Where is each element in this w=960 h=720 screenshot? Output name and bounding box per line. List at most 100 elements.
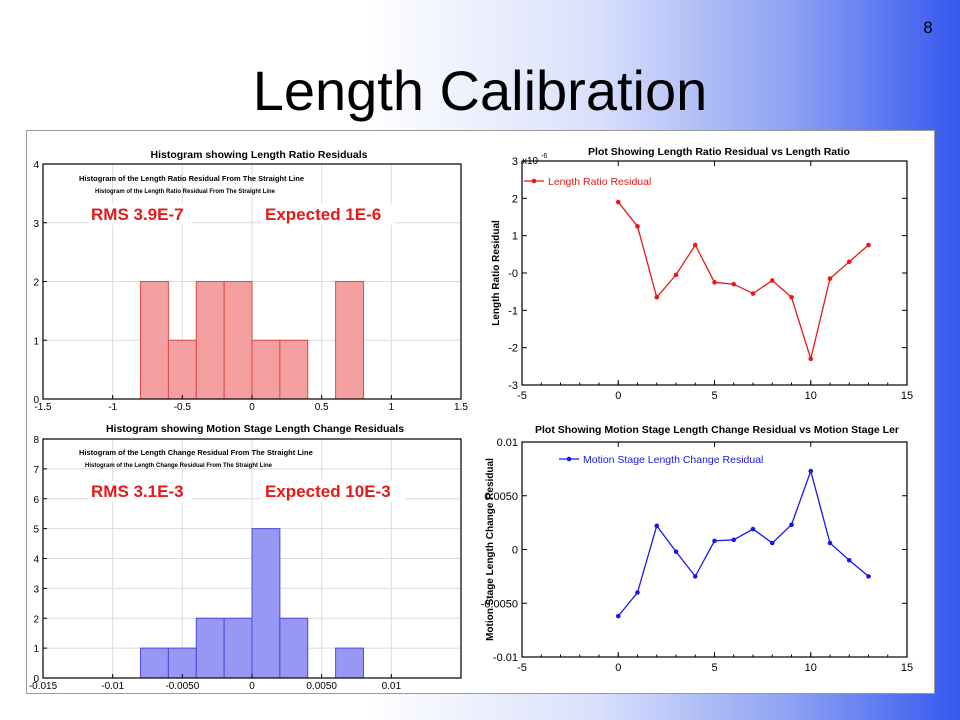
data-point: [654, 523, 660, 529]
data-point: [750, 291, 756, 296]
y-tick-label: 0: [512, 545, 518, 557]
y-tick-label: 3: [33, 584, 39, 595]
data-point: [769, 278, 775, 283]
data-point: [615, 199, 621, 205]
y-tick-label: 1: [512, 231, 518, 243]
data-point: [808, 356, 814, 362]
data-point: [673, 549, 679, 554]
x-tick-label: 0.5: [315, 402, 329, 413]
histogram-bar: [279, 339, 309, 400]
x-tick-label: 0: [249, 402, 255, 413]
x-tick-label: 0: [615, 662, 621, 674]
data-point: [846, 557, 852, 563]
y-tick-label: 2: [33, 278, 39, 289]
data-point: [635, 224, 640, 229]
data-point: [673, 272, 679, 278]
page-number: 8: [923, 18, 933, 37]
data-point: [635, 590, 640, 595]
highlight-label: Expected 10E-3: [265, 482, 391, 501]
x-tick-label: 5: [711, 662, 717, 674]
charts-svg: -1.5 -1 -0.5 0 0.5 1 1.5 0 1 2 3 4 Histogram showing…: [29, 146, 913, 692]
histogram-bar: [223, 617, 253, 679]
y-tick-label: 2: [33, 614, 39, 625]
y-tick-label: 2: [512, 193, 518, 205]
x-tick-label: 5: [711, 390, 717, 402]
data-point: [827, 540, 833, 546]
x-tick-label: -0.0050: [165, 681, 199, 692]
chart-annotation: Histogram of the Length Change Residual …: [79, 448, 313, 457]
y-tick-label: 1: [33, 644, 39, 655]
y-tick-label: 1: [33, 336, 39, 347]
x-tick-label: -0.015: [29, 681, 58, 692]
chart-annotation: Histogram of the Length Change Residual …: [85, 463, 273, 469]
data-point: [769, 540, 775, 546]
data-point: [866, 574, 871, 579]
histogram-bar: [195, 617, 225, 679]
chart-title: Histogram showing Length Ratio Residuals: [150, 149, 367, 161]
data-point: [615, 613, 621, 619]
legend-marker: [566, 456, 572, 462]
y-tick-label: 8: [33, 435, 39, 446]
highlight-label: Expected 1E-6: [265, 205, 381, 224]
data-point: [654, 294, 660, 300]
histogram-chart-2: -0.015 -0.01 -0.0050 0 0.0050 0.01 0 1 2 3 4 5 6 7 8 Hi…: [29, 423, 462, 692]
x-tick-label: -5: [517, 662, 527, 674]
y-tick-label: 3: [512, 156, 518, 168]
y-scale-label: x10: [522, 156, 539, 167]
chart-annotation: Histogram of the Length Ratio Residual F…: [79, 174, 304, 183]
highlight-label-bg: [88, 481, 192, 502]
x-tick-label: 1: [389, 402, 395, 413]
data-point: [846, 259, 852, 265]
data-point: [866, 242, 871, 248]
y-tick-label: 4: [33, 555, 39, 566]
highlight-label-bg: [262, 481, 406, 502]
y-tick-label: 0.01: [497, 437, 518, 449]
data-point: [731, 281, 737, 287]
series-line: [617, 201, 869, 362]
y-tick-label: 3: [33, 219, 39, 230]
data-point: [712, 280, 717, 285]
x-tick-label: 0: [249, 681, 255, 692]
line-chart-1: -5 0 5 10 15 -3 -2 -1 -0 1 2 3 Plot Showing Length R…: [491, 146, 913, 402]
highlight-label-bg: [88, 204, 192, 225]
histogram-bar: [167, 339, 197, 400]
data-point: [827, 276, 833, 281]
x-tick-label: 0: [615, 390, 621, 402]
data-point: [750, 526, 756, 532]
data-point: [712, 538, 717, 544]
x-tick-label: 0.0050: [306, 681, 337, 692]
highlight-label-bg: [262, 204, 396, 225]
y-axis-label: Length Ratio Residual: [491, 220, 502, 326]
histogram-bar: [195, 281, 225, 400]
histogram-bar: [167, 647, 197, 679]
data-point: [789, 294, 794, 300]
x-tick-label: 15: [901, 390, 913, 402]
y-tick-label: 0.0050: [484, 491, 518, 503]
data-point: [692, 242, 698, 248]
plot-frame: [521, 160, 908, 386]
x-tick-label: -5: [517, 390, 527, 402]
figure-panel: -1.5 -1 -0.5 0 0.5 1 1.5 0 1 2 3 4 Histogram showing…: [26, 130, 935, 694]
y-tick-label: 6: [33, 495, 39, 506]
histogram-bar: [140, 647, 169, 679]
y-axis-label: Motion Stage Length Change Residual: [485, 458, 496, 641]
data-point: [789, 522, 794, 528]
highlight-label: RMS 3.9E-7: [91, 205, 184, 224]
line-chart-3: -5 0 5 10 15 -0.01 -0.0050 0 0.0050 0.01 Plot Show…: [481, 424, 913, 674]
x-tick-label: 10: [805, 662, 817, 674]
x-tick-label: -1: [108, 402, 117, 413]
legend-marker: [531, 178, 537, 184]
slide-title: Length Calibration: [252, 59, 708, 122]
histogram-chart-0: -1.5 -1 -0.5 0 0.5 1 1.5 0 1 2 3 4 Histogram showing…: [33, 149, 468, 413]
histogram-bar: [223, 281, 253, 400]
series-line: [617, 468, 869, 617]
histogram-bar: [279, 617, 309, 679]
histogram-bar: [140, 281, 169, 400]
legend-label: Length Ratio Residual: [548, 176, 651, 188]
data-point: [692, 574, 698, 579]
y-tick-label: -1: [508, 305, 518, 317]
y-tick-label: 4: [33, 160, 39, 171]
histogram-bar: [251, 339, 281, 400]
y-tick-label: 7: [33, 465, 39, 476]
y-scale-exponent: -6: [541, 153, 547, 160]
